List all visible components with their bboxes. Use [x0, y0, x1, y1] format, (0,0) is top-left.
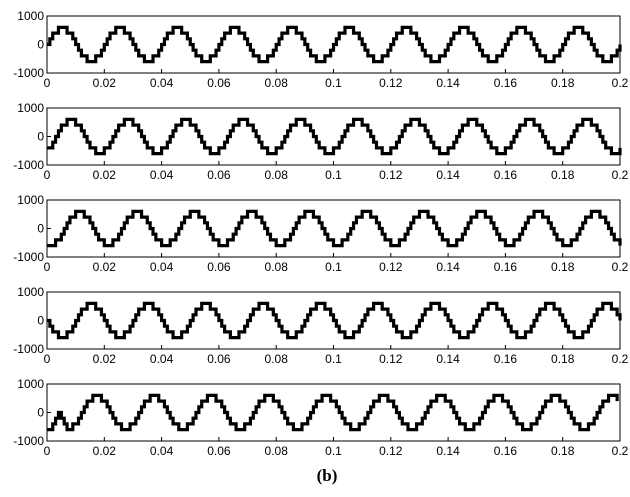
x-tick-label: 0.14 [436, 352, 460, 366]
x-tick-label: 0.16 [494, 444, 518, 458]
x-tick-label: 0.16 [494, 168, 518, 182]
x-tick-label: 0.1 [325, 352, 342, 366]
y-tick-label: 1000 [17, 101, 44, 115]
x-tick-label: 0.06 [207, 260, 231, 274]
x-tick-label: 0.02 [93, 76, 117, 90]
x-tick-label: 0.14 [436, 76, 460, 90]
x-tick-label: 0 [44, 444, 51, 458]
y-tick-label: 0 [37, 314, 44, 328]
axes-box [46, 383, 621, 442]
x-tick-label: 0.02 [93, 352, 117, 366]
x-tick-label: 0.08 [265, 76, 289, 90]
waveform [47, 209, 622, 248]
y-tick-label: -1000 [13, 66, 44, 80]
x-tick-label: 0.02 [93, 260, 117, 274]
y-tick-label: -1000 [13, 250, 44, 264]
waveform [47, 117, 622, 156]
x-tick-label: 0.12 [379, 76, 403, 90]
x-tick-label: 0.2 [612, 76, 629, 90]
x-tick-label: 0 [44, 76, 51, 90]
y-tick-label: 0 [37, 38, 44, 52]
caption: (b) [317, 466, 338, 485]
x-tick-label: 0.06 [207, 76, 231, 90]
x-tick-label: 0.06 [207, 444, 231, 458]
y-tick-label: 1000 [17, 285, 44, 299]
x-tick-label: 0.1 [325, 444, 342, 458]
x-tick-label: 0.1 [325, 76, 342, 90]
x-tick-label: 0.06 [207, 168, 231, 182]
y-tick-label: 1000 [17, 9, 44, 23]
x-tick-label: 0.14 [436, 444, 460, 458]
y-tick-label: -1000 [13, 158, 44, 172]
x-tick-label: 0.16 [494, 352, 518, 366]
x-tick-label: 0.04 [150, 260, 174, 274]
x-tick-label: 0.18 [551, 168, 575, 182]
x-tick-label: 0 [44, 168, 51, 182]
y-tick-label: -1000 [13, 342, 44, 356]
x-tick-label: 0.2 [612, 444, 629, 458]
x-tick-label: 0.16 [494, 76, 518, 90]
x-tick-label: 0.04 [150, 352, 174, 366]
x-tick-label: 0.02 [93, 168, 117, 182]
x-tick-label: 0.18 [551, 260, 575, 274]
y-tick-label: 1000 [17, 377, 44, 391]
x-tick-label: 0.1 [325, 168, 342, 182]
x-tick-label: 0.04 [150, 76, 174, 90]
y-tick-label: -1000 [13, 434, 44, 448]
waveform [47, 301, 622, 340]
x-tick-label: 0.18 [551, 444, 575, 458]
x-tick-label: 0.18 [551, 76, 575, 90]
axes-box [46, 199, 621, 258]
x-tick-label: 0.04 [150, 444, 174, 458]
x-tick-label: 0.06 [207, 352, 231, 366]
y-tick-label: 0 [37, 406, 44, 420]
x-tick-label: 0.04 [150, 168, 174, 182]
x-tick-label: 0.18 [551, 352, 575, 366]
x-tick-label: 0.2 [612, 260, 629, 274]
x-tick-label: 0.2 [612, 168, 629, 182]
axes-box [46, 107, 621, 166]
x-tick-label: 0 [44, 352, 51, 366]
y-tick-label: 0 [37, 130, 44, 144]
x-tick-label: 0.12 [379, 352, 403, 366]
waveform [47, 393, 619, 432]
x-tick-label: 0 [44, 260, 51, 274]
x-tick-label: 0.12 [379, 444, 403, 458]
x-tick-label: 0.08 [265, 168, 289, 182]
x-tick-label: 0.08 [265, 352, 289, 366]
x-tick-label: 0.16 [494, 260, 518, 274]
x-tick-label: 0.14 [436, 260, 460, 274]
y-tick-label: 0 [37, 222, 44, 236]
x-tick-label: 0.12 [379, 260, 403, 274]
x-tick-label: 0.2 [612, 352, 629, 366]
x-tick-label: 0.12 [379, 168, 403, 182]
y-tick-label: 1000 [17, 193, 44, 207]
x-tick-label: 0.02 [93, 444, 117, 458]
x-tick-label: 0.08 [265, 260, 289, 274]
waveform [47, 25, 622, 64]
x-tick-label: 0.08 [265, 444, 289, 458]
x-tick-label: 0.14 [436, 168, 460, 182]
x-tick-label: 0.1 [325, 260, 342, 274]
